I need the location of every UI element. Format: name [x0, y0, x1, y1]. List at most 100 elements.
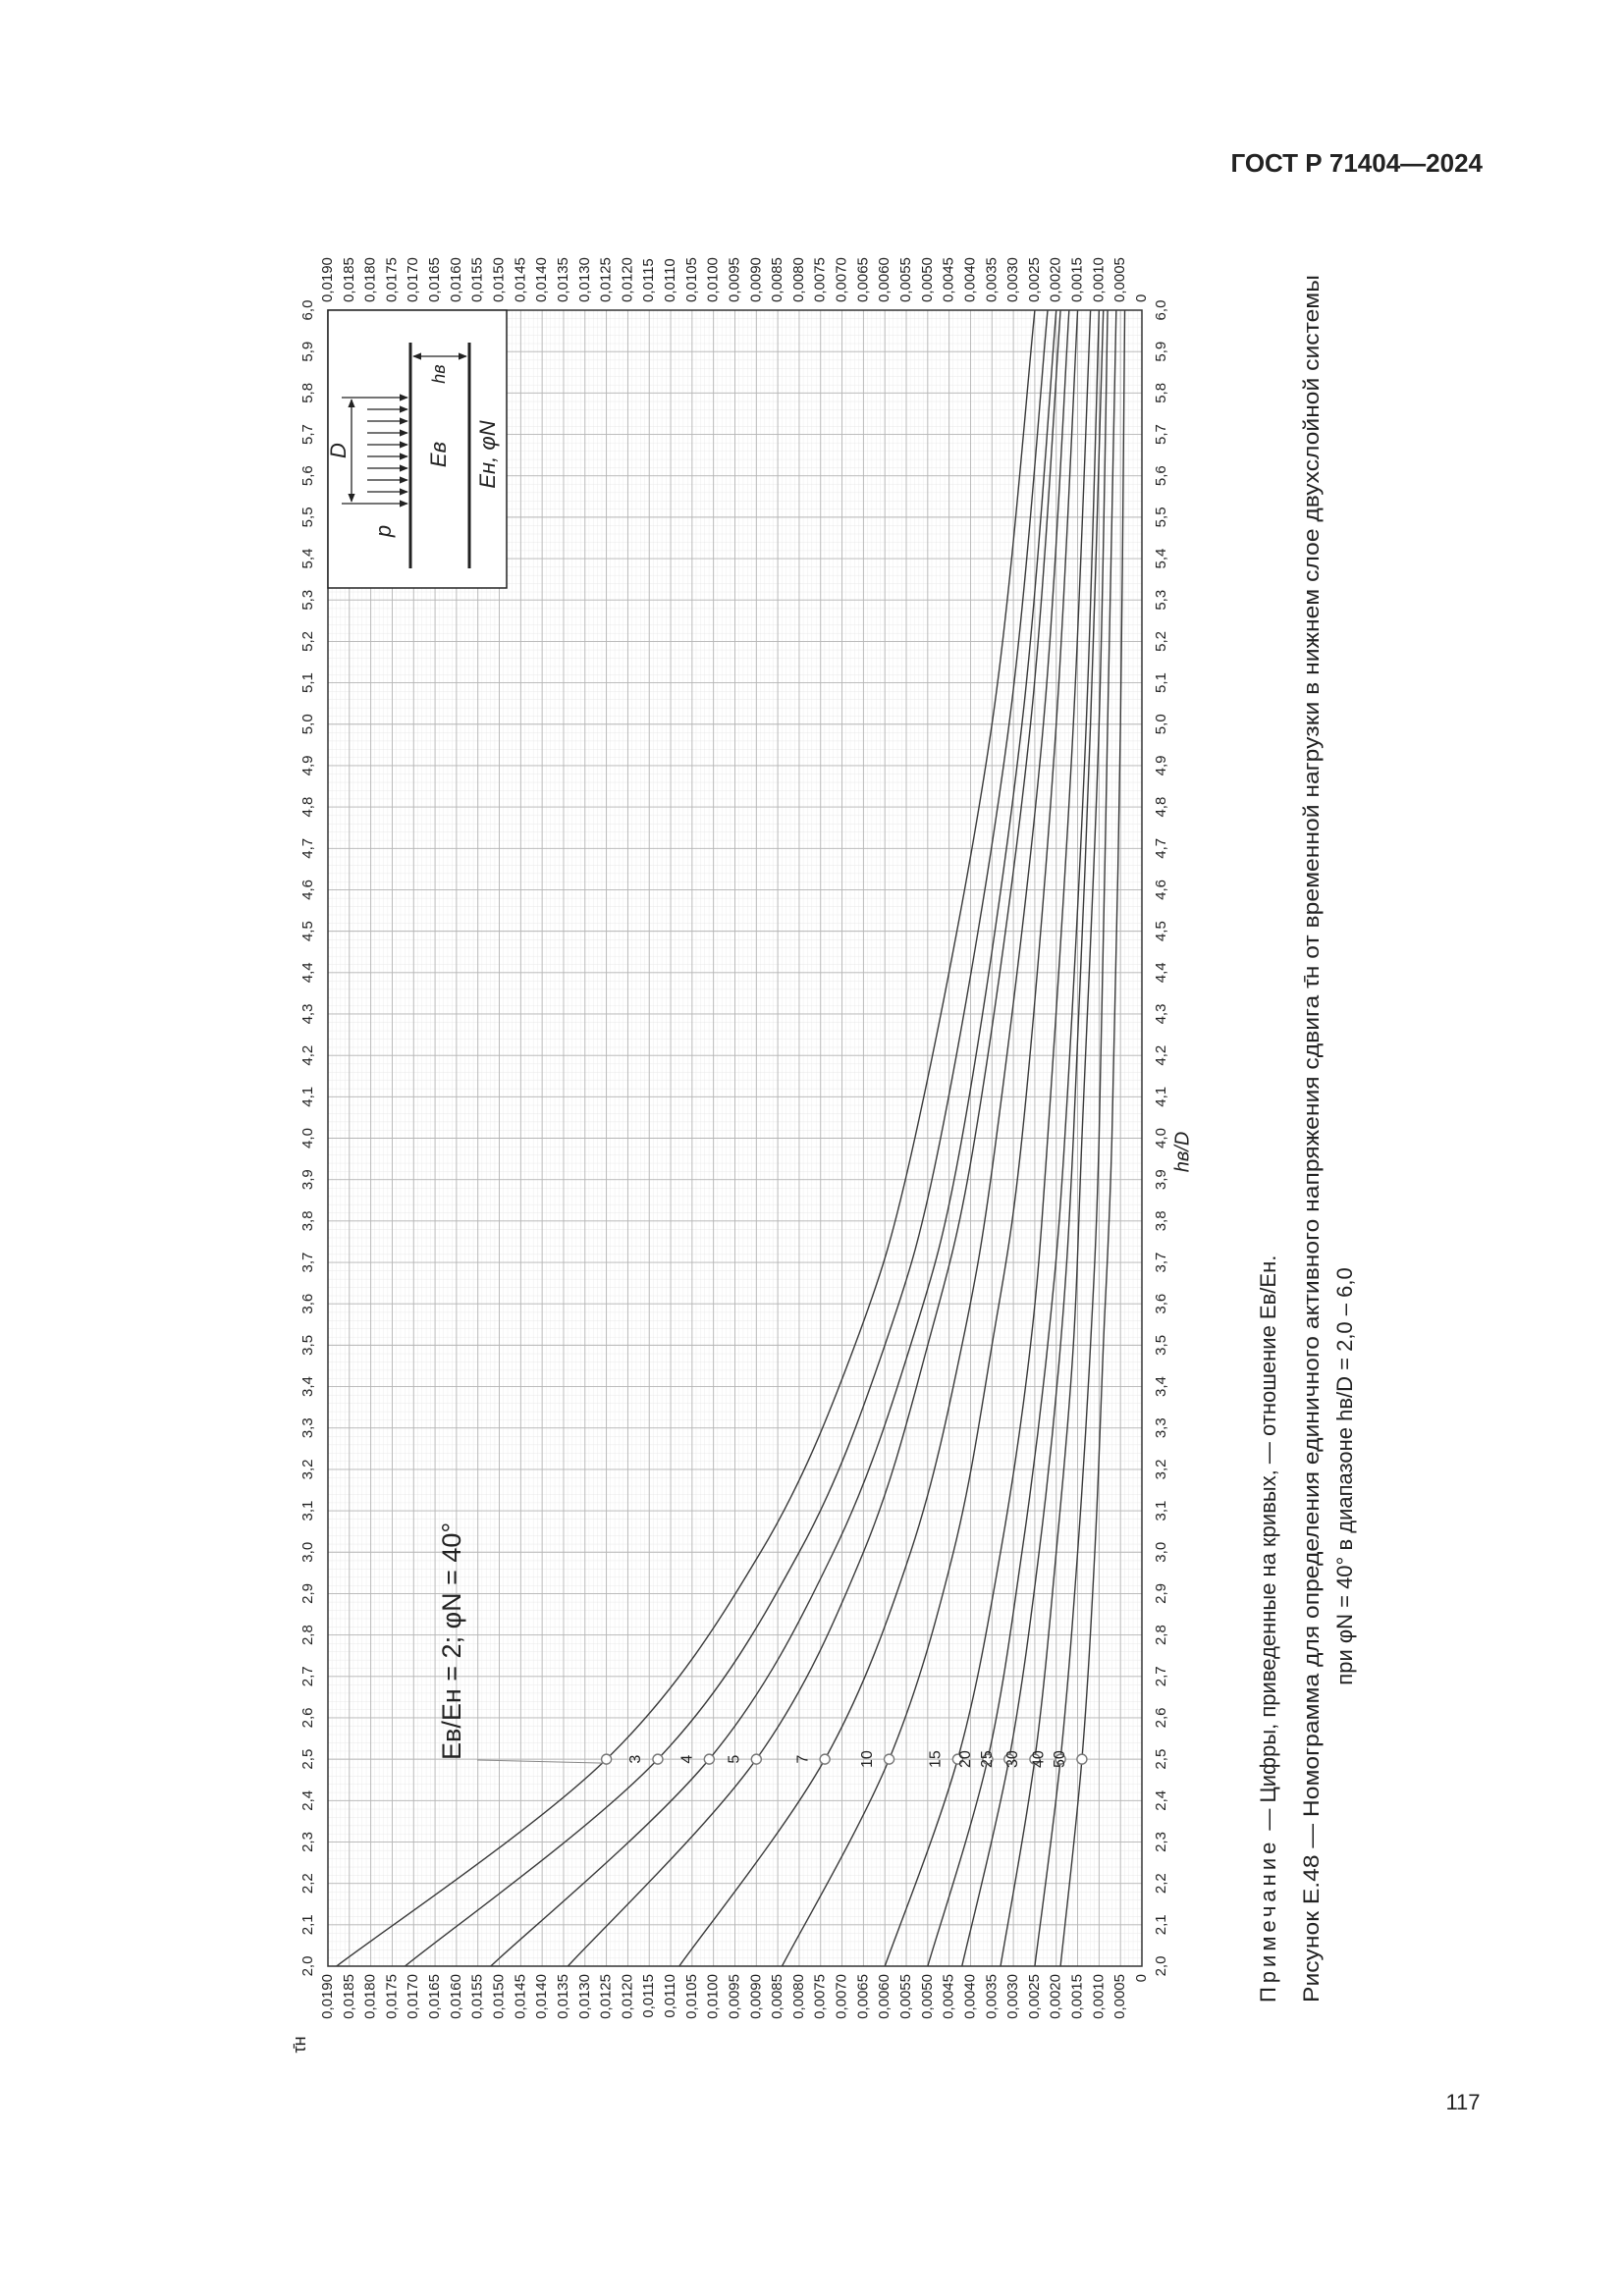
x-tick-label: 5,8 [1153, 383, 1169, 403]
curve-label: 3 [627, 1755, 644, 1764]
curve [1059, 309, 1126, 1967]
x-tick-label: 6,0 [299, 300, 316, 321]
y-tick-label: 0,0075 [812, 1974, 829, 2019]
curve-marker [819, 1753, 831, 1765]
y-tick-label: 0,0020 [1048, 1974, 1064, 2019]
x-tick-label: 5,2 [1153, 631, 1169, 652]
x-tick-label: 4,7 [1153, 838, 1169, 859]
x-tick-label: 2,1 [1153, 1914, 1169, 1935]
y-tick-label: 0,0095 [726, 257, 742, 302]
curve-label: 10 [859, 1750, 876, 1768]
y-tick-label: 0,0015 [1069, 257, 1086, 302]
y-tick-label: 0,0145 [512, 1974, 528, 2019]
note: Примечание — Цифры, приведенные на кривых… [1256, 1255, 1280, 2002]
y-tick-label: 0,0160 [448, 1974, 464, 2019]
y-tick-label: 0,0165 [426, 257, 443, 302]
x-tick-label: 3,6 [299, 1294, 316, 1314]
x-tick-label: 2,2 [299, 1873, 316, 1894]
x-tick-label: 4,1 [299, 1087, 316, 1107]
annotation-text: ; φN = 40° [437, 1522, 466, 1644]
curve-marker [1076, 1753, 1088, 1765]
x-tick-label: 3,2 [299, 1459, 316, 1479]
x-tick-label: 4,3 [299, 1004, 316, 1025]
x-tick-label: 3,3 [299, 1417, 316, 1438]
y-tick-label: 0 [1133, 1974, 1150, 1982]
y-tick-label: 0,0120 [619, 257, 635, 302]
y-tick-label: 0,0140 [533, 257, 550, 302]
x-tick-label: 4,2 [1153, 1045, 1169, 1066]
y-tick-label: 0,0135 [555, 1974, 571, 2019]
y-tick-label: 0,0020 [1048, 257, 1064, 302]
x-tick-label: 5,7 [299, 424, 316, 445]
x-tick-label: 3,7 [299, 1253, 316, 1273]
y-tick-label: 0,0065 [854, 257, 871, 302]
y-tick-label: 0,0110 [662, 258, 678, 302]
y-tick-label: 0,0055 [897, 257, 914, 302]
y-tick-label: 0,0125 [598, 1974, 615, 2019]
x-tick-label: 2,6 [299, 1708, 316, 1729]
y-tick-label: 0,0090 [747, 1974, 764, 2019]
inset-frame [327, 309, 508, 589]
x-tick-label: 3,4 [299, 1376, 316, 1397]
x-tick-label: 3,1 [1153, 1501, 1169, 1522]
curve-label: 20 [957, 1750, 974, 1768]
curve [884, 309, 1092, 1967]
x-tick-label: 2,2 [1153, 1873, 1169, 1894]
y-tick-label: 0,0070 [834, 1974, 850, 2019]
y-tick-label: 0,0030 [1004, 257, 1021, 302]
curve-label: 40 [1030, 1750, 1047, 1768]
curve-label: 7 [794, 1755, 811, 1764]
x-tick-label: 4,9 [1153, 755, 1169, 775]
x-tick-label: 2,7 [299, 1666, 316, 1686]
x-tick-label: 4,8 [1153, 797, 1169, 818]
x-tick-label: 4,5 [1153, 921, 1169, 941]
y-axis-label: τ̄н [290, 2036, 309, 2053]
curve-marker [1029, 1753, 1041, 1765]
x-tick-label: 3,0 [299, 1542, 316, 1563]
note-label: Примечание [1256, 1839, 1280, 2002]
lower-layer-label: Eн, φN [475, 420, 500, 488]
y-tick-label: 0,0130 [576, 1974, 593, 2019]
inset-diagram: p D Eв Eн, φN hв [326, 309, 508, 589]
x-tick-label: 2,3 [299, 1832, 316, 1852]
nomogram: 2,0 2,0 2,1 2,1 2,2 2,2 2,3 2,3 2,4 2,4 2,5 2,5 2,6 2… [290, 257, 1194, 2053]
y-tick-label: 0,0150 [490, 257, 507, 302]
x-tick-label: 3,8 [299, 1210, 316, 1231]
y-tick-label: 0,0045 [941, 257, 957, 302]
y-tick-label: 0,0125 [598, 257, 615, 302]
y-tick-label: 0,0185 [341, 257, 357, 302]
y-tick-label: 0,0015 [1069, 1974, 1086, 2019]
y-tick-label: 0,0035 [983, 257, 1000, 302]
y-tick-label: 0,0175 [383, 1974, 400, 2019]
y-tick-label: 0,0045 [941, 1974, 957, 2019]
x-tick-label: 2,7 [1153, 1666, 1169, 1686]
x-tick-label: 3,1 [299, 1501, 316, 1522]
y-tick-label: 0,0085 [769, 1974, 785, 2019]
y-tick-label: 0,0095 [726, 1974, 742, 2019]
y-tick-label: 0,0155 [469, 257, 486, 302]
y-tick-label: 0,0105 [683, 1974, 700, 2019]
y-tick-label: 0,0040 [961, 1974, 978, 2019]
x-tick-label: 5,1 [299, 672, 316, 693]
x-tick-label: 3,8 [1153, 1210, 1169, 1231]
upper-layer-label: Eв [426, 442, 451, 467]
x-tick-label: 5,3 [1153, 590, 1169, 611]
x-tick-label: 3,6 [1153, 1294, 1169, 1314]
caption-line: Рисунок Е.48 — Номограмма для определени… [1299, 275, 1324, 2002]
x-tick-label: 4,4 [1153, 962, 1169, 983]
y-tick-label: 0,0190 [319, 1974, 336, 2019]
y-tick-label: 0,0090 [747, 257, 764, 302]
x-tick-label: 4,2 [299, 1045, 316, 1066]
x-tick-label: 3,4 [1153, 1376, 1169, 1397]
x-tick-label: 5,5 [1153, 507, 1169, 527]
x-tick-label: 5,4 [1153, 549, 1169, 569]
x-tick-label: 4,0 [1153, 1128, 1169, 1148]
x-tick-label: 2,3 [1153, 1832, 1169, 1852]
x-tick-label: 5,5 [299, 507, 316, 527]
x-tick-label: 4,5 [299, 921, 316, 941]
x-tick-label: 4,1 [1153, 1087, 1169, 1107]
x-tick-label: 4,4 [299, 962, 316, 983]
y-tick-label: 0,0105 [683, 257, 700, 302]
y-tick-label: 0,0145 [512, 257, 528, 302]
